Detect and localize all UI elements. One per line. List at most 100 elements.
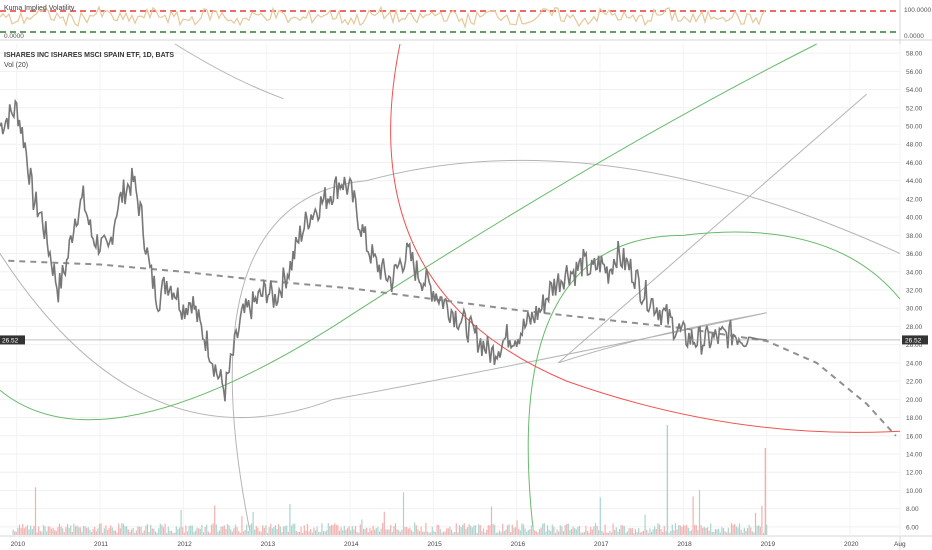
volume-bar <box>140 526 142 535</box>
volume-bar <box>153 528 155 535</box>
volume-bar <box>346 528 349 535</box>
volume-bar <box>143 530 145 535</box>
volume-bar <box>678 525 680 535</box>
volume-bars <box>12 425 768 535</box>
volume-bar <box>730 523 733 535</box>
volume-bar <box>161 524 163 535</box>
volume-bar <box>718 528 720 535</box>
volume-bar <box>722 528 725 535</box>
volume-bar <box>244 529 246 535</box>
volume-bar <box>375 528 377 535</box>
last-price-text-left: 26.52 <box>2 337 19 344</box>
volume-bar <box>15 532 17 535</box>
volume-bar <box>679 525 681 535</box>
volume-bar <box>156 532 158 535</box>
x-tick-label: 2015 <box>427 541 442 548</box>
volume-bar <box>743 527 745 535</box>
volume-bar <box>118 523 120 535</box>
volume-bar <box>500 532 502 535</box>
volume-bar <box>169 530 171 535</box>
volume-bar <box>649 528 651 535</box>
volume-bar <box>114 530 117 535</box>
y-tick-label: 6.00 <box>906 524 919 531</box>
volume-bar <box>62 528 64 535</box>
volume-bar <box>604 524 606 535</box>
volume-bar <box>151 528 153 535</box>
volume-bar <box>14 531 16 535</box>
volume-bar <box>332 525 334 535</box>
volume-bar <box>711 532 713 535</box>
volume-bar <box>641 531 643 535</box>
volume-bar <box>233 528 235 535</box>
y-tick-label: 40.00 <box>906 215 923 222</box>
volume-bar <box>537 532 539 535</box>
volume-bar <box>194 530 197 535</box>
volume-bar <box>257 527 259 535</box>
volume-bar <box>596 525 598 535</box>
x-tick-label: 2020 <box>844 541 859 548</box>
volume-bar <box>246 524 248 535</box>
volume-bar <box>764 448 767 535</box>
volume-bar <box>46 531 48 535</box>
volume-bar <box>550 531 552 535</box>
volume-bar <box>450 529 453 535</box>
y-tick-label: 8.00 <box>906 506 919 513</box>
volume-bar <box>258 531 261 535</box>
volume-bar <box>473 525 475 535</box>
volume-bar <box>415 525 417 535</box>
volume-bar <box>511 524 513 535</box>
volume-bar <box>137 526 139 535</box>
volume-bar <box>580 532 582 535</box>
volume-bar <box>719 532 721 535</box>
volume-bar <box>394 523 397 535</box>
volume-bar <box>159 523 161 535</box>
volume-bar <box>578 526 581 535</box>
volume-bar <box>660 529 662 535</box>
volume-bar <box>462 524 464 535</box>
volume-bar <box>215 524 217 535</box>
x-tick-label: 2011 <box>94 541 108 548</box>
y-tick-label: 26.00 <box>906 342 923 349</box>
volume-bar <box>655 529 657 535</box>
volume-bar <box>382 523 384 535</box>
volume-bar <box>337 525 339 535</box>
volume-bar <box>746 528 749 535</box>
volume-bar <box>174 532 176 535</box>
volume-bar <box>342 530 344 535</box>
volume-bar <box>170 530 173 535</box>
volume-bar <box>191 525 193 535</box>
volume-bar <box>623 525 625 535</box>
volume-bar <box>418 531 421 535</box>
volume-bar <box>249 525 251 535</box>
volume-bar <box>100 523 102 535</box>
volume-bar <box>406 527 408 535</box>
volume-bar <box>238 531 240 535</box>
volume-bar <box>620 524 622 535</box>
volume-bar <box>601 530 603 535</box>
y-tick-label: 14.00 <box>906 452 923 459</box>
volume-bar <box>300 526 302 535</box>
y-tick-label: 58.00 <box>906 51 923 58</box>
volume-bar <box>694 524 696 535</box>
volume-bar <box>398 530 400 535</box>
volume-bar <box>362 529 365 535</box>
volume-bar <box>575 529 577 535</box>
volume-bar <box>442 531 445 535</box>
volume-bar <box>482 528 485 535</box>
volume-bar <box>390 524 392 535</box>
volume-bar <box>322 531 325 535</box>
volume-bar <box>538 529 541 535</box>
volume-bar <box>487 525 489 535</box>
volume-bar <box>116 532 118 535</box>
y-tick-label: 56.00 <box>906 69 923 76</box>
volume-bar <box>57 527 59 535</box>
volume-bar <box>519 530 521 535</box>
volume-bar <box>319 532 321 535</box>
y-tick-label: 36.00 <box>906 251 923 258</box>
volume-bar <box>410 530 413 535</box>
volume-bar <box>647 532 649 535</box>
volume-bar <box>207 531 209 535</box>
volume-bar <box>489 525 491 535</box>
